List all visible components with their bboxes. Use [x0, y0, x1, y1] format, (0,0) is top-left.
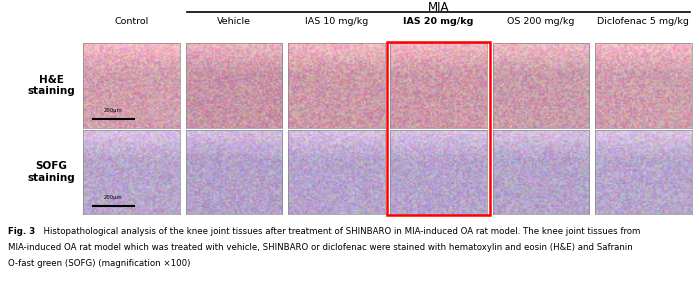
Text: SOFG
staining: SOFG staining	[27, 161, 75, 183]
Text: MIA: MIA	[428, 1, 449, 14]
Text: 200μm: 200μm	[104, 195, 122, 200]
Bar	[388, 42, 490, 215]
Text: H&E
staining: H&E staining	[27, 75, 75, 96]
Text: IAS 20 mg/kg: IAS 20 mg/kg	[403, 17, 474, 26]
Text: OS 200 mg/kg: OS 200 mg/kg	[508, 17, 575, 26]
Text: Vehicle: Vehicle	[217, 17, 251, 26]
Text: Diclofenac 5 mg/kg: Diclofenac 5 mg/kg	[597, 17, 690, 26]
Text: Fig. 3: Fig. 3	[8, 227, 36, 236]
Text: O-fast green (SOFG) (magnification ×100): O-fast green (SOFG) (magnification ×100)	[8, 259, 191, 268]
Text: Control: Control	[115, 17, 149, 26]
Text: IAS 10 mg/kg: IAS 10 mg/kg	[304, 17, 368, 26]
Text: MIA-induced OA rat model which was treated with vehicle, SHINBARO or diclofenac : MIA-induced OA rat model which was treat…	[8, 243, 633, 252]
Text: 200μm: 200μm	[104, 108, 122, 113]
Text: Histopathological analysis of the knee joint tissues after treatment of SHINBARO: Histopathological analysis of the knee j…	[38, 227, 641, 236]
